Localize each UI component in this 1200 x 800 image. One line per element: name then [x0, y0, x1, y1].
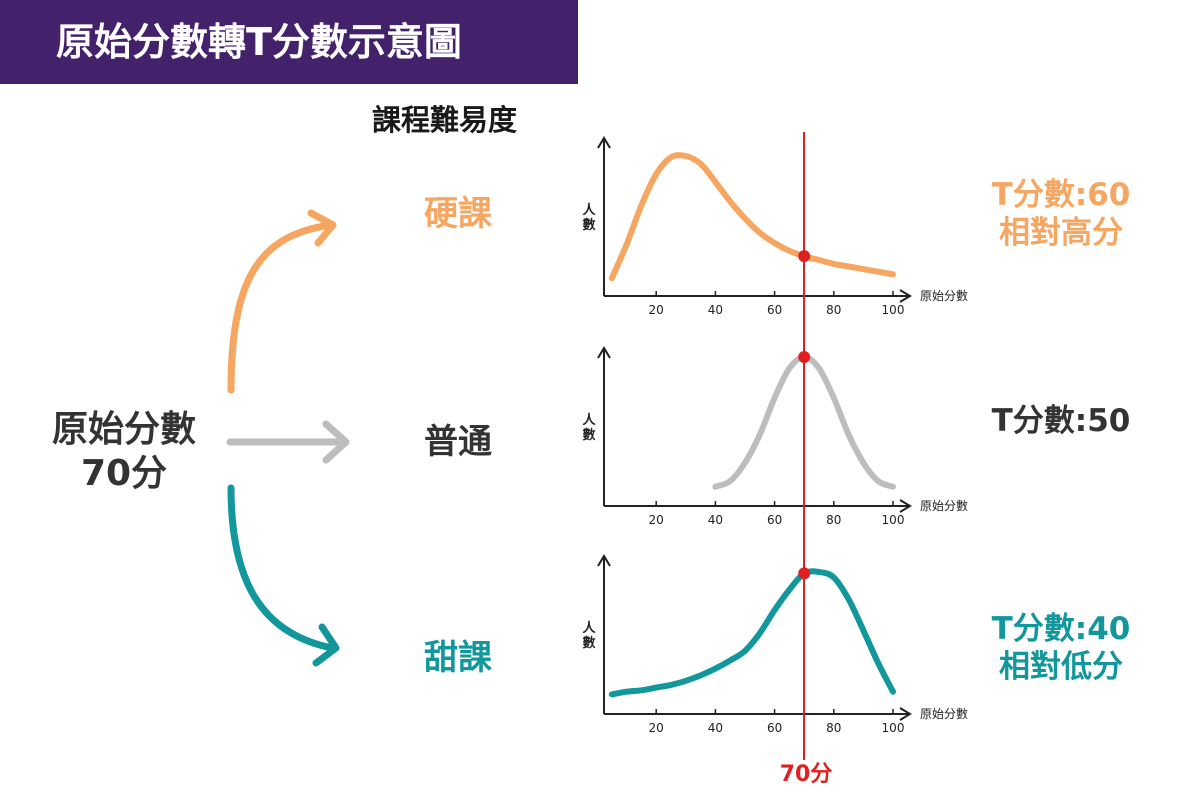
y-axis-label: 數 — [582, 217, 595, 233]
x-tick-label: 40 — [708, 721, 723, 735]
x-tick-label: 60 — [767, 721, 782, 735]
y-axis-arrow — [597, 136, 611, 149]
x-tick-label: 100 — [882, 303, 905, 317]
title-banner: 原始分數轉T分數示意圖 — [0, 0, 578, 84]
score-marker-label: 70分 — [780, 762, 833, 787]
y-axis-label: 數 — [582, 635, 595, 651]
x-tick-label: 60 — [767, 303, 782, 317]
y-axis-label: 數 — [582, 427, 595, 443]
y-axis-arrow — [597, 554, 611, 567]
x-axis-arrow — [899, 499, 912, 513]
raw-score-line2: 70分 — [80, 453, 168, 494]
x-tick-label: 40 — [708, 513, 723, 527]
tscore-hard: T分數:60 相對高分 — [990, 176, 1132, 252]
tscore-normal: T分數:50 — [990, 402, 1132, 440]
tscore-easy-value: T分數:40 — [991, 611, 1131, 647]
raw-score-line1: 原始分數 — [51, 409, 196, 450]
x-tick-label: 20 — [649, 513, 664, 527]
arrow-to-easy — [227, 484, 336, 652]
x-axis-arrow — [899, 289, 912, 303]
x-axis-label: 原始分數 — [920, 707, 968, 721]
x-tick-label: 80 — [826, 513, 841, 527]
x-tick-label: 60 — [767, 513, 782, 527]
tscore-easy: T分數:40 相對低分 — [990, 610, 1132, 686]
course-label-normal: 普通 — [424, 422, 492, 462]
tscore-easy-note: 相對低分 — [999, 649, 1123, 685]
x-tick-label: 80 — [826, 721, 841, 735]
page-title: 原始分數轉T分數示意圖 — [56, 20, 462, 64]
course-label-hard: 硬課 — [424, 194, 492, 234]
y-axis-label: 人 — [582, 620, 596, 636]
x-axis-arrow — [899, 707, 912, 721]
distribution-curve — [608, 152, 896, 282]
course-label-easy: 甜課 — [424, 638, 492, 678]
difficulty-heading: 課程難易度 — [372, 103, 518, 137]
x-tick-label: 40 — [708, 303, 723, 317]
arrow-head-normal — [322, 420, 350, 464]
tscore-hard-note: 相對高分 — [999, 215, 1123, 251]
y-axis-arrow — [597, 346, 611, 359]
x-axis-label: 原始分數 — [920, 289, 968, 303]
arrow-head-hard — [307, 209, 337, 247]
x-tick-label: 100 — [882, 513, 905, 527]
x-tick-label: 20 — [649, 721, 664, 735]
tscore-hard-value: T分數:60 — [991, 177, 1131, 213]
y-axis-label: 人 — [582, 412, 596, 428]
x-axis-label: 原始分數 — [920, 499, 968, 513]
y-axis-label: 人 — [582, 202, 596, 218]
x-tick-label: 80 — [826, 303, 841, 317]
arrow-head-easy — [312, 623, 340, 667]
x-tick-label: 100 — [882, 721, 905, 735]
x-tick-label: 20 — [649, 303, 664, 317]
arrow-to-hard — [227, 221, 334, 394]
tscore-normal-value: T分數:50 — [991, 403, 1131, 439]
distribution-curve — [608, 568, 896, 698]
raw-score-label: 原始分數 70分 — [36, 408, 212, 496]
